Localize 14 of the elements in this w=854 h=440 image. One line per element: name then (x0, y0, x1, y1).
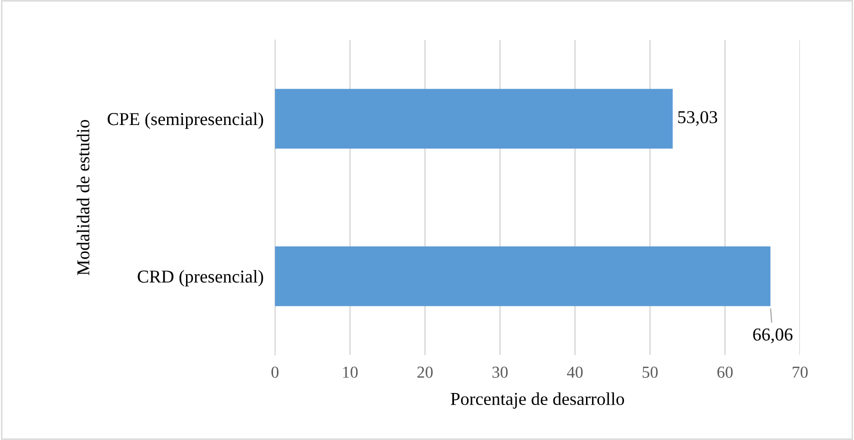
x-tick-label: 50 (642, 366, 658, 378)
y-tick-label: CPE (semipresencial) (108, 112, 264, 129)
x-tick-label: 0 (271, 366, 279, 378)
x-tick-label: 30 (492, 366, 508, 378)
y-axis-title: Modalidad de estudio (76, 120, 90, 276)
y-tick-label: CRD (presencial) (138, 270, 264, 286)
data-label: 66,06 (753, 328, 792, 344)
data-label: 53,03 (678, 111, 718, 126)
x-tick-label: 20 (417, 366, 433, 378)
x-tick-label: 10 (343, 366, 358, 378)
x-tick-label: 40 (566, 366, 583, 378)
x-axis-title: Porcentaje de desarrollo (450, 392, 624, 409)
x-tick-label: 70 (792, 366, 808, 378)
x-tick-label: 60 (717, 366, 733, 378)
